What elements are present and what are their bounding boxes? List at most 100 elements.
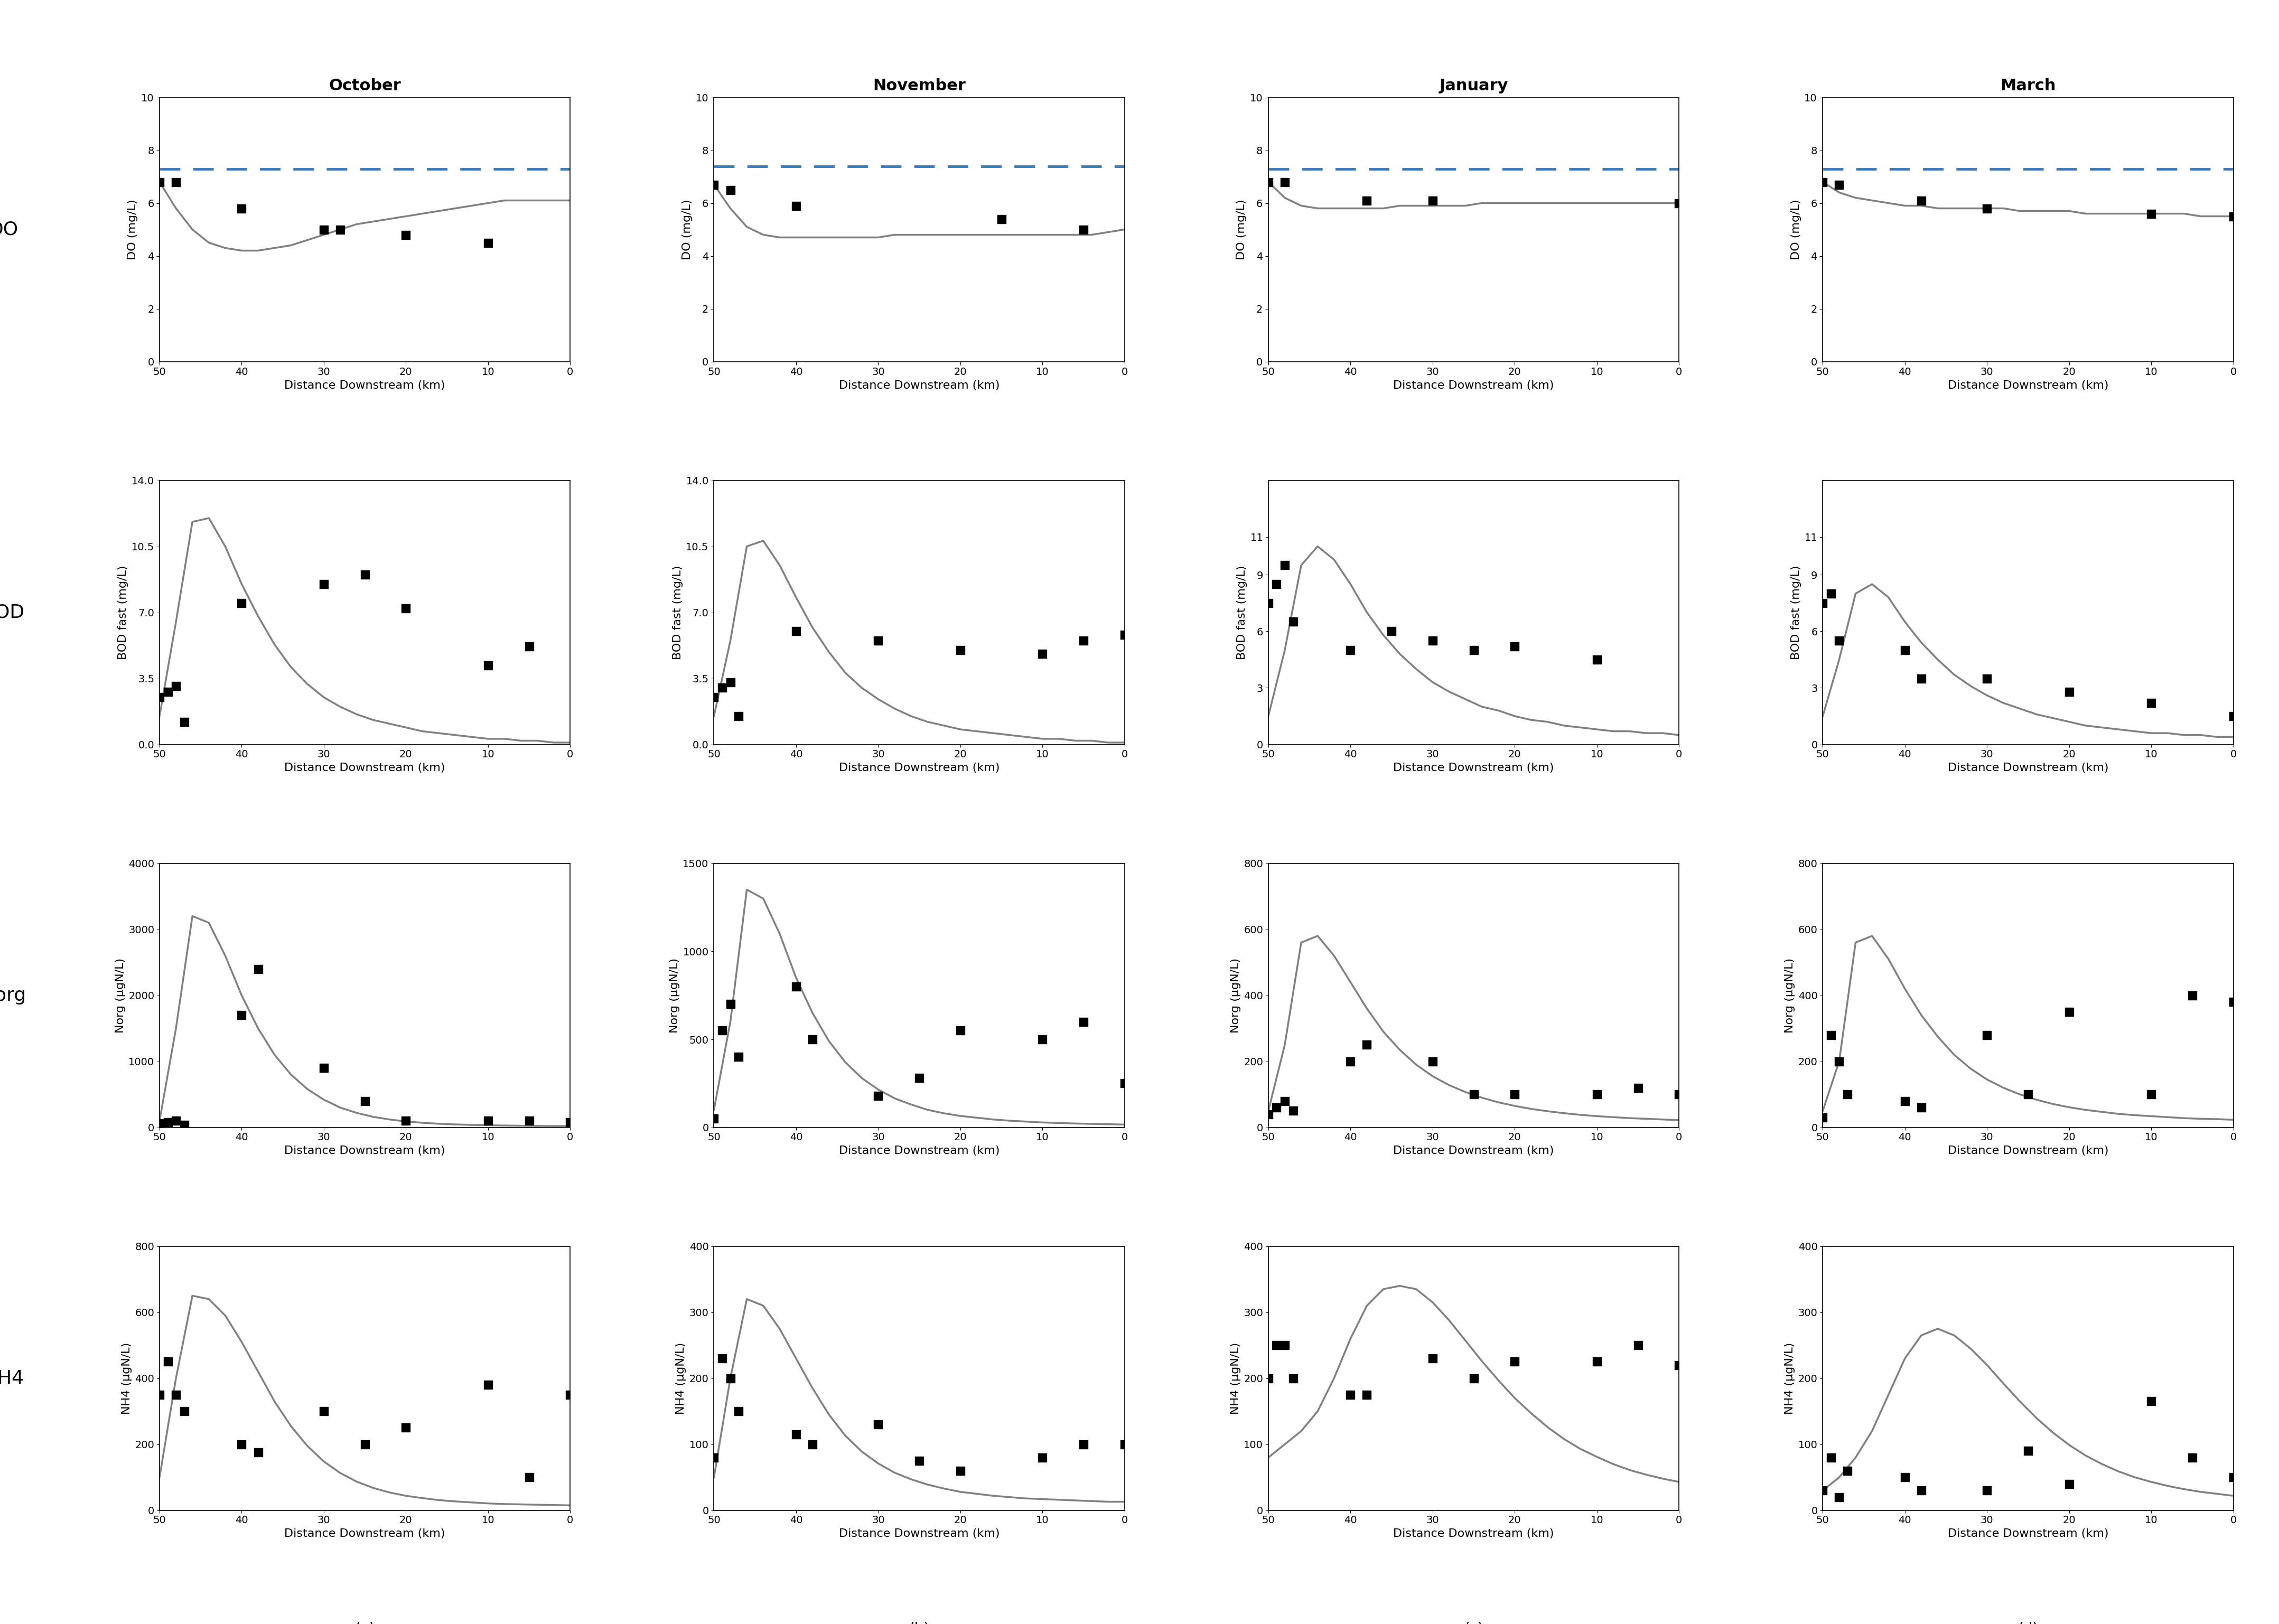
Point — [150, 1109, 187, 1135]
Point — [704, 1345, 741, 1371]
Point — [2010, 1437, 2047, 1463]
Point — [777, 973, 814, 999]
Point — [387, 1415, 424, 1440]
Point — [1497, 1350, 1534, 1376]
Point — [1333, 1049, 1370, 1075]
Point — [1267, 552, 1304, 578]
Y-axis label: BOD fast (mg/L): BOD fast (mg/L) — [1237, 565, 1247, 659]
Point — [166, 1398, 203, 1424]
X-axis label: Distance Downstream (km): Distance Downstream (km) — [285, 1145, 444, 1156]
Point — [1333, 637, 1370, 663]
Point — [387, 222, 424, 248]
Point — [1620, 1332, 1657, 1358]
Point — [552, 1382, 588, 1408]
Y-axis label: Norg (μgN/L): Norg (μgN/L) — [114, 958, 125, 1033]
Point — [1023, 1444, 1060, 1470]
Point — [711, 991, 748, 1017]
Point — [1579, 1082, 1616, 1108]
Point — [777, 193, 814, 219]
Point — [982, 206, 1019, 232]
Point — [1374, 619, 1411, 645]
Point — [695, 684, 732, 710]
Point — [1830, 1458, 1867, 1484]
Point — [1258, 572, 1294, 598]
Point — [795, 1431, 832, 1457]
Point — [2133, 1389, 2170, 1415]
Point — [1821, 628, 1857, 654]
Point — [1969, 195, 2006, 221]
Point — [1821, 1049, 1857, 1075]
Point — [1267, 1332, 1304, 1358]
Point — [777, 619, 814, 645]
Point — [387, 596, 424, 622]
Point — [900, 1065, 937, 1091]
X-axis label: Distance Downstream (km): Distance Downstream (km) — [285, 1528, 444, 1540]
Point — [1969, 1478, 2006, 1504]
Text: (b): (b) — [909, 1622, 930, 1624]
Point — [1251, 1101, 1288, 1127]
Y-axis label: NH4 (μgN/L): NH4 (μgN/L) — [677, 1343, 686, 1415]
Point — [166, 708, 203, 734]
Y-axis label: DO (mg/L): DO (mg/L) — [681, 200, 693, 260]
X-axis label: Distance Downstream (km): Distance Downstream (km) — [839, 1145, 1000, 1156]
Point — [720, 703, 757, 729]
Point — [510, 1465, 547, 1491]
Point — [1805, 169, 1841, 195]
Point — [720, 1398, 757, 1424]
Point — [223, 1431, 260, 1457]
Point — [1267, 169, 1304, 195]
Point — [1415, 628, 1452, 654]
Point — [1661, 190, 1698, 216]
Point — [1903, 187, 1939, 213]
Point — [711, 1366, 748, 1392]
Point — [1274, 1366, 1310, 1392]
Title: October: October — [328, 78, 401, 93]
Point — [510, 1108, 547, 1134]
X-axis label: Distance Downstream (km): Distance Downstream (km) — [1949, 1145, 2108, 1156]
Point — [1812, 580, 1848, 606]
Text: (a): (a) — [356, 1622, 376, 1624]
Point — [1064, 628, 1101, 654]
Point — [1497, 1082, 1534, 1108]
Point — [1274, 609, 1310, 635]
Point — [239, 1439, 276, 1465]
Point — [695, 1106, 732, 1132]
Text: BOD: BOD — [0, 604, 25, 622]
X-axis label: Distance Downstream (km): Distance Downstream (km) — [839, 380, 1000, 390]
Y-axis label: Norg (μgN/L): Norg (μgN/L) — [670, 958, 679, 1033]
Point — [305, 572, 342, 598]
X-axis label: Distance Downstream (km): Distance Downstream (km) — [285, 763, 444, 773]
Text: NH4: NH4 — [0, 1369, 23, 1387]
Point — [1812, 1021, 1848, 1047]
Point — [305, 216, 342, 242]
Point — [1349, 1382, 1386, 1408]
Point — [1258, 1332, 1294, 1358]
Point — [941, 1018, 978, 1044]
Point — [1105, 622, 1142, 648]
Y-axis label: DO (mg/L): DO (mg/L) — [128, 200, 139, 260]
Point — [469, 653, 506, 679]
Point — [1456, 637, 1493, 663]
Point — [223, 195, 260, 221]
Point — [469, 1372, 506, 1398]
Y-axis label: DO (mg/L): DO (mg/L) — [1791, 200, 1800, 260]
Point — [1274, 1098, 1310, 1124]
Point — [1887, 1088, 1923, 1114]
Point — [1105, 1070, 1142, 1096]
Point — [1579, 646, 1616, 672]
X-axis label: Distance Downstream (km): Distance Downstream (km) — [1392, 1528, 1554, 1540]
Point — [1415, 1049, 1452, 1075]
Point — [695, 172, 732, 198]
Point — [157, 169, 194, 195]
Point — [469, 229, 506, 255]
Point — [305, 1398, 342, 1424]
Y-axis label: DO (mg/L): DO (mg/L) — [1235, 200, 1247, 260]
Y-axis label: NH4 (μgN/L): NH4 (μgN/L) — [121, 1343, 132, 1415]
Point — [1805, 1104, 1841, 1130]
Point — [1251, 169, 1288, 195]
Point — [321, 216, 358, 242]
Point — [1805, 1478, 1841, 1504]
Point — [2133, 690, 2170, 716]
Point — [1064, 216, 1101, 242]
Point — [346, 1088, 383, 1114]
